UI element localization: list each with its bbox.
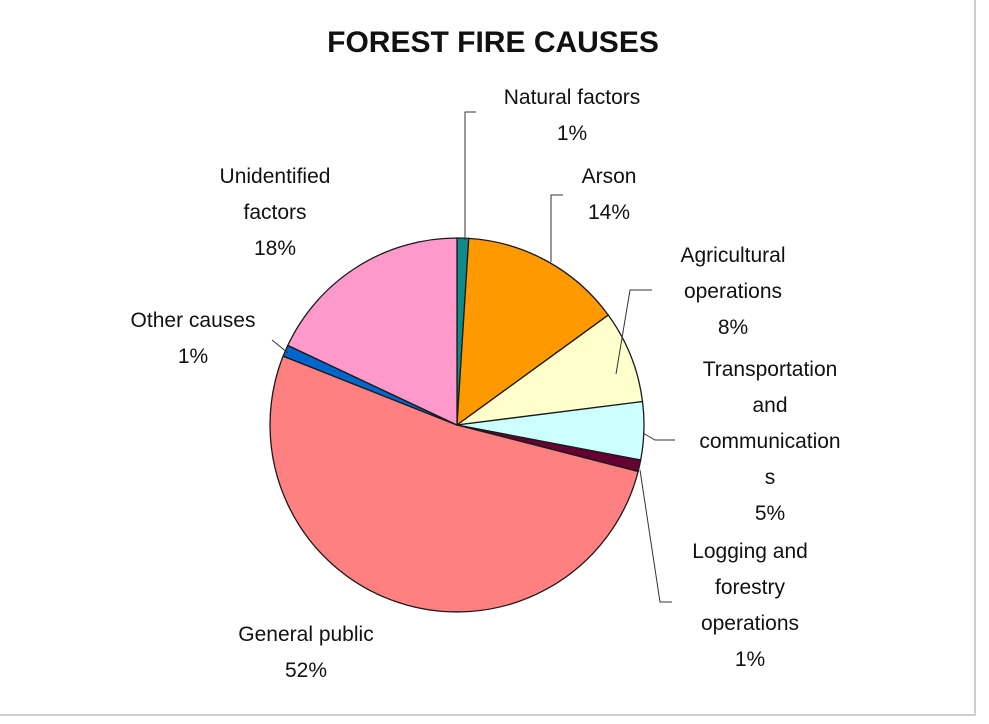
chart-frame: FOREST FIRE CAUSES Natural factors 1% Arso… [0, 0, 976, 716]
slice-label-line: Agricultural [680, 244, 785, 267]
slice-label-general-public: General public 52% [238, 623, 373, 682]
slice-label-transportation-and-communications: Transportation and communication s 5% [699, 358, 840, 525]
pie-slice-general-public [269, 355, 639, 613]
slice-percent: 1% [735, 648, 765, 671]
slice-label-line: Unidentified [220, 165, 331, 188]
pie-chart: FOREST FIRE CAUSES Natural factors 1% Arso… [131, 26, 841, 682]
slice-percent: 1% [178, 345, 208, 368]
leader-line [464, 111, 476, 240]
slice-label-unidentified-factors: Unidentified factors 18% [220, 165, 331, 260]
slice-label-line: Transportation [703, 358, 838, 381]
slice-percent: 18% [254, 237, 296, 260]
pie-slice-agricultural-operations [456, 314, 644, 426]
slice-percent: 1% [557, 122, 587, 145]
pie-slice-arson [456, 237, 610, 427]
slice-label-line: forestry [715, 576, 786, 599]
slice-label-line: and [752, 394, 787, 417]
slice-label-line: operations [701, 612, 799, 635]
slice-percent: 52% [285, 659, 327, 682]
leader-line [550, 194, 563, 262]
leader-lines [271, 111, 675, 603]
slice-label-line: Natural factors [504, 86, 641, 109]
slice-label-line: General public [238, 623, 373, 646]
slice-label-line: communication [699, 430, 840, 453]
leader-line [615, 289, 652, 375]
slice-label-line: factors [243, 201, 306, 224]
slice-label-natural-factors: Natural factors 1% [504, 86, 641, 145]
slice-label-line: Other causes [131, 309, 256, 332]
slice-label-line: s [765, 466, 776, 489]
slice-percent: 8% [718, 316, 748, 339]
leader-line [271, 339, 289, 354]
pie-slice-unidentified-factors [286, 237, 458, 427]
slice-percent: 14% [588, 201, 630, 224]
slice-label-agricultural-operations: Agricultural operations 8% [680, 244, 785, 339]
slice-label-other-causes: Other causes 1% [131, 309, 256, 368]
slice-label-line: operations [684, 280, 782, 303]
slice-percent: 5% [755, 502, 785, 525]
slice-label-line: Logging and [692, 540, 808, 563]
leader-line [639, 469, 672, 603]
slice-label-line: Arson [582, 165, 637, 188]
chart-title: FOREST FIRE CAUSES [327, 26, 659, 59]
slice-label-arson: Arson 14% [582, 165, 637, 224]
slice-labels: Natural factors 1% Arson 14% Agricultural ope… [131, 86, 841, 682]
pie-slices [269, 237, 645, 613]
slice-label-logging-and-forestry-operations: Logging and forestry operations 1% [692, 540, 808, 671]
leader-line [642, 432, 675, 441]
